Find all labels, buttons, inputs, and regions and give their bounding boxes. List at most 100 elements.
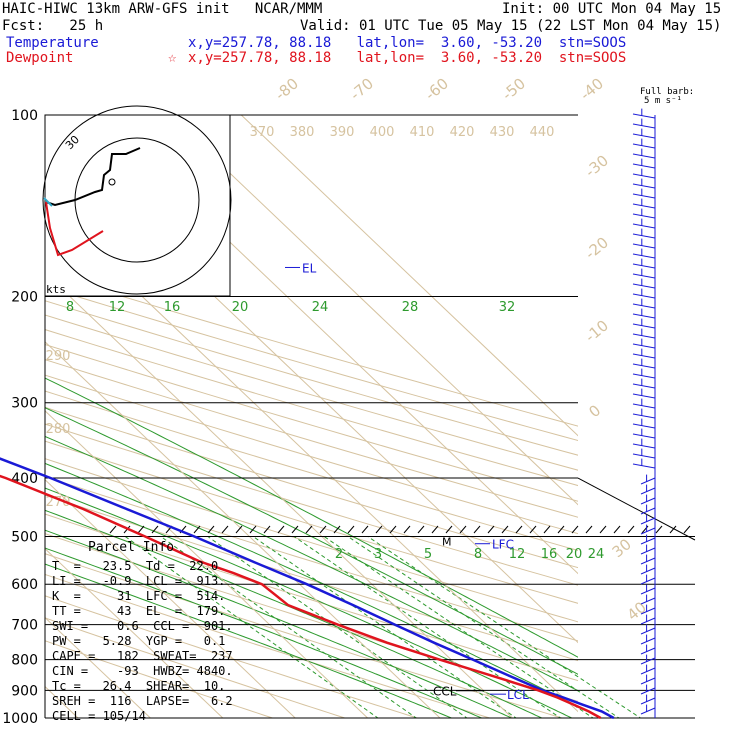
moist-adiabat-line [45,563,453,718]
hatch-mark [193,525,201,534]
title-text: HAIC-HIWC 13km ARW-GFS init NCAR/MMM [2,1,323,17]
wind-barb [632,193,656,199]
lcl-label: LCL [507,688,529,702]
wind-barb [632,263,656,269]
ccl-label: CCL [433,685,457,699]
wind-barb [640,617,656,625]
theta-label: 290 [46,349,71,364]
theta-label: 280 [46,422,71,437]
wind-barb [640,507,656,515]
pressure-tick-label: 900 [11,683,38,699]
dry-adiabat-line [45,314,578,471]
pressure-tick-label: 1000 [2,711,38,727]
wind-barb [632,233,656,239]
parcel-info-row: CIN = -93 HWBZ= 4840. [52,664,233,678]
hatch-mark [235,525,243,534]
dry-adiabat-line [45,343,578,502]
hatch-mark [543,525,551,534]
hatch-mark [669,525,677,534]
hatch-mark [319,525,327,534]
parcel-info-row: CELL = 105/14 [52,709,146,723]
hatch-mark [347,525,355,534]
temperature-line [0,457,615,720]
hatch-mark [445,525,453,534]
sounding-series: EL LFC M CCL LCL [0,261,615,720]
mixing-ratio-label: 12 [509,547,526,562]
wind-barb [632,373,656,379]
mixing-ratio-label: 20 [566,547,583,562]
wind-barb [640,647,656,655]
wind-barb [640,707,656,715]
parcel-info-row: T = 23.5 Td = 22.0 [52,559,219,573]
parcel-info-title: Parcel Info [88,540,175,555]
wind-barb [640,567,656,575]
wind-barb [632,213,656,219]
hatch-mark [571,525,579,534]
dry-adiabat-line [45,640,274,718]
hatch-mark [627,525,635,534]
wind-barb [640,497,656,505]
dry-adiabat-line [45,329,578,487]
hatch-mark [417,525,425,534]
theta-label: 380 [290,125,315,140]
isotherm-label: 0 [585,401,604,421]
thetae-label: 28 [402,300,419,315]
wind-barb [632,143,656,149]
theta-label: 270 [46,495,71,510]
wind-barb [640,637,656,645]
wind-barb [632,153,656,159]
isotherm-label: -30 [582,151,612,181]
dewpoint-legend-star: ☆ [168,50,177,66]
parcel-info-row: PW = 5.28 YGP = 0.1 [52,634,226,648]
mixing-ratio-line [347,536,639,718]
wind-barb [632,163,656,169]
dry-adiabat-line [45,573,492,718]
hatch-mark [291,525,299,534]
hatch-mark [207,525,215,534]
wind-barb [640,677,656,685]
lfc-label: LFC [492,538,514,552]
wind-barb [640,547,656,555]
isotherm-label: 30 [609,535,635,561]
theta-label: 400 [370,125,395,140]
valid-time: Valid: 01 UTC Tue 05 May 15 (22 LST Mon … [300,18,722,34]
wind-barb [640,517,656,525]
hodograph-storm-motion [108,178,116,186]
hatch-mark [277,525,285,534]
wind-barb [640,587,656,595]
wind-barb [632,403,656,409]
isotherm-line [45,341,441,718]
isotherm-label: -70 [347,74,377,104]
wind-barb [632,243,656,249]
mixing-ratio-label: 5 [424,547,432,562]
wind-barb [640,537,656,545]
parcel-info-row: TT = 43 EL = 179. [52,604,226,618]
theta-label: 420 [450,125,475,140]
temperature-legend-info: x,y=257.78, 88.18 lat,lon= 3.60, -53.20 … [188,35,627,51]
wind-barb [632,273,656,279]
dewpoint-line [0,474,602,720]
wind-barb [632,393,656,399]
moist-adiabat-line [45,407,578,675]
mixing-ratio-label: 16 [541,547,558,562]
wind-barb [640,557,656,565]
hatch-mark [403,525,411,534]
wind-barb [640,627,656,635]
moist-adiabat-line [45,487,573,718]
pressure-tick-label: 500 [11,529,38,545]
el-label: EL [302,261,317,275]
hatch-mark [557,525,565,534]
dry-adiabat-line [45,359,578,518]
parcel-info-row: SWI = 0.6 CCL = 901. [52,619,233,633]
wind-barb [640,527,656,535]
mixing-ratio-lines [125,536,661,718]
dry-adiabat-line [45,513,578,682]
thetae-label: 24 [312,300,329,315]
dry-adiabat-line [45,440,578,604]
wind-barb [632,183,656,189]
parcel-info-row: CAPE = 182 SWEAT= 237 [52,649,233,663]
wind-barb [632,453,656,459]
isotherm-label: -10 [582,316,612,346]
mixing-ratio-label: 3 [374,547,382,562]
